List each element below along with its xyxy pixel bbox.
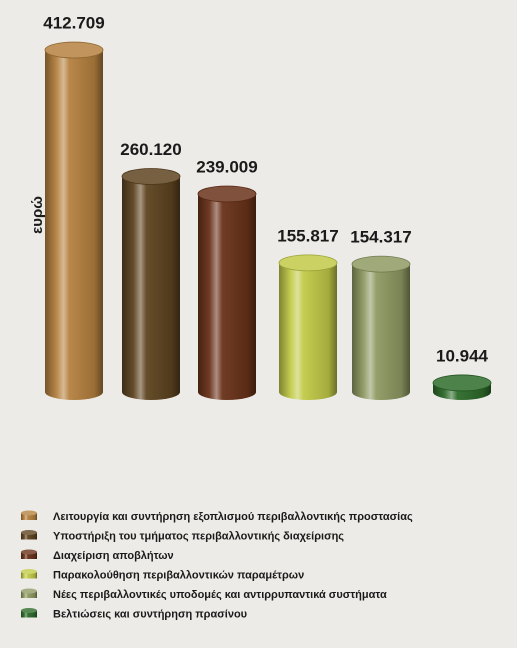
value-label: 154.317 [350,228,411,247]
legend-swatch-top [21,549,37,555]
value-label: 412.709 [43,14,104,33]
value-label: 155.817 [277,226,338,245]
legend-label: Υποστήριξη του τμήματος περιβαλλοντικής … [53,530,344,542]
bar [279,262,337,392]
y-axis-label: ευρώ [29,196,46,234]
legend-swatch-top [21,510,37,516]
legend-label: Παρακολούθηση περιβαλλοντικών παραμέτρων [53,569,304,581]
legend-swatch-top [21,588,37,594]
bar [352,264,410,392]
bar [45,50,103,393]
bar-top [44,41,104,59]
legend-label: Λειτουργία και συντήρηση εξοπλισμού περι… [53,511,413,523]
legend-swatch-top [21,569,37,574]
legend-swatch-top [21,530,37,535]
legend-swatch [21,571,37,579]
legend-swatch [21,591,37,598]
legend-swatch-top [21,608,37,613]
bar-top [121,168,181,185]
legend-swatch [21,513,37,520]
value-label: 10.944 [436,346,489,365]
value-label: 239.009 [196,157,257,176]
value-label: 260.120 [120,140,181,159]
bar-top [278,254,338,272]
bar-top [432,374,492,392]
bar-top [351,255,411,273]
legend-swatch [21,552,37,559]
legend-label: Βελτιώσεις και συντήρηση πρασίνου [53,608,247,620]
bar-top [197,185,257,203]
legend-label: Διαχείριση αποβλήτων [53,550,174,562]
legend-swatch [21,532,37,540]
legend-label: Νέες περιβαλλοντικές υποδομές και αντιρρ… [53,589,387,601]
legend-swatch [21,610,37,618]
bar [198,193,256,392]
bar [122,176,180,392]
